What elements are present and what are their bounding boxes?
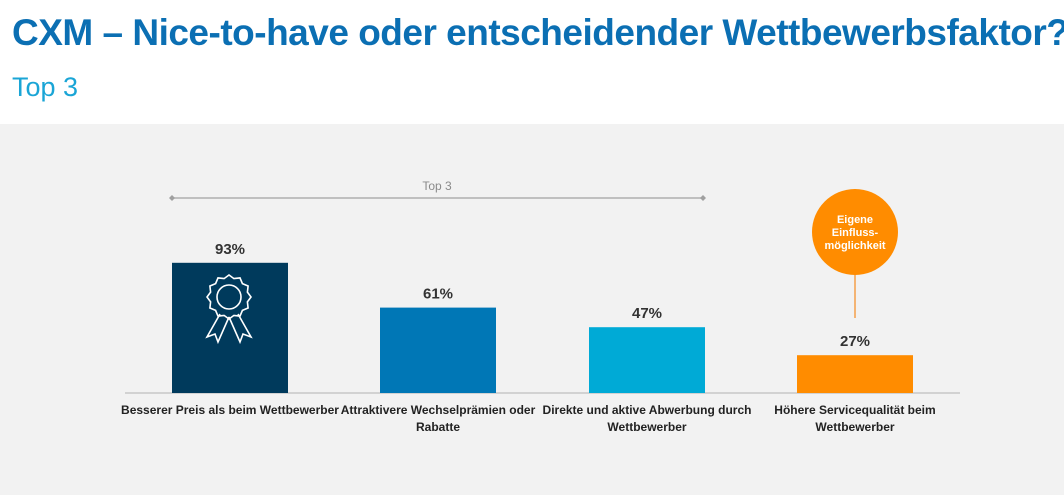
callout-text: möglichkeit [824,240,885,252]
data-label: 93% [215,241,245,258]
data-label: 27% [840,333,870,350]
bar-1 [172,262,288,393]
callout-text: Eigene [837,214,873,226]
award-center [216,284,242,310]
award-ribbon-right [228,313,253,345]
callout-text: Einfluss- [832,227,879,239]
bar-4 [797,355,913,393]
bracket-label: Top 3 [422,179,452,193]
bracket-end-marker [169,195,175,201]
award-ribbon-icon [205,274,253,345]
page-subtitle: Top 3 [12,72,79,102]
category-label: Besserer Preis als beim Wettbewerber [121,403,339,417]
data-label: 61% [423,286,453,303]
bracket-end-marker [700,195,706,201]
category-label: Wettbewerber [607,420,686,434]
bar-3 [589,327,705,393]
award-ribbon-left [205,313,230,345]
page-title: CXM – Nice-to-have oder entscheidender W… [12,12,1064,53]
data-label: 47% [632,305,662,322]
category-label: Höhere Servicequalität beim [774,403,935,417]
category-label: Wettbewerber [815,420,894,434]
category-label: Rabatte [416,420,460,434]
category-label: Attraktivere Wechselprämien oder [341,403,536,417]
bar-2 [380,307,496,393]
callout-circle [812,189,898,275]
category-label: Direkte und aktive Abwerbung durch [543,403,752,417]
